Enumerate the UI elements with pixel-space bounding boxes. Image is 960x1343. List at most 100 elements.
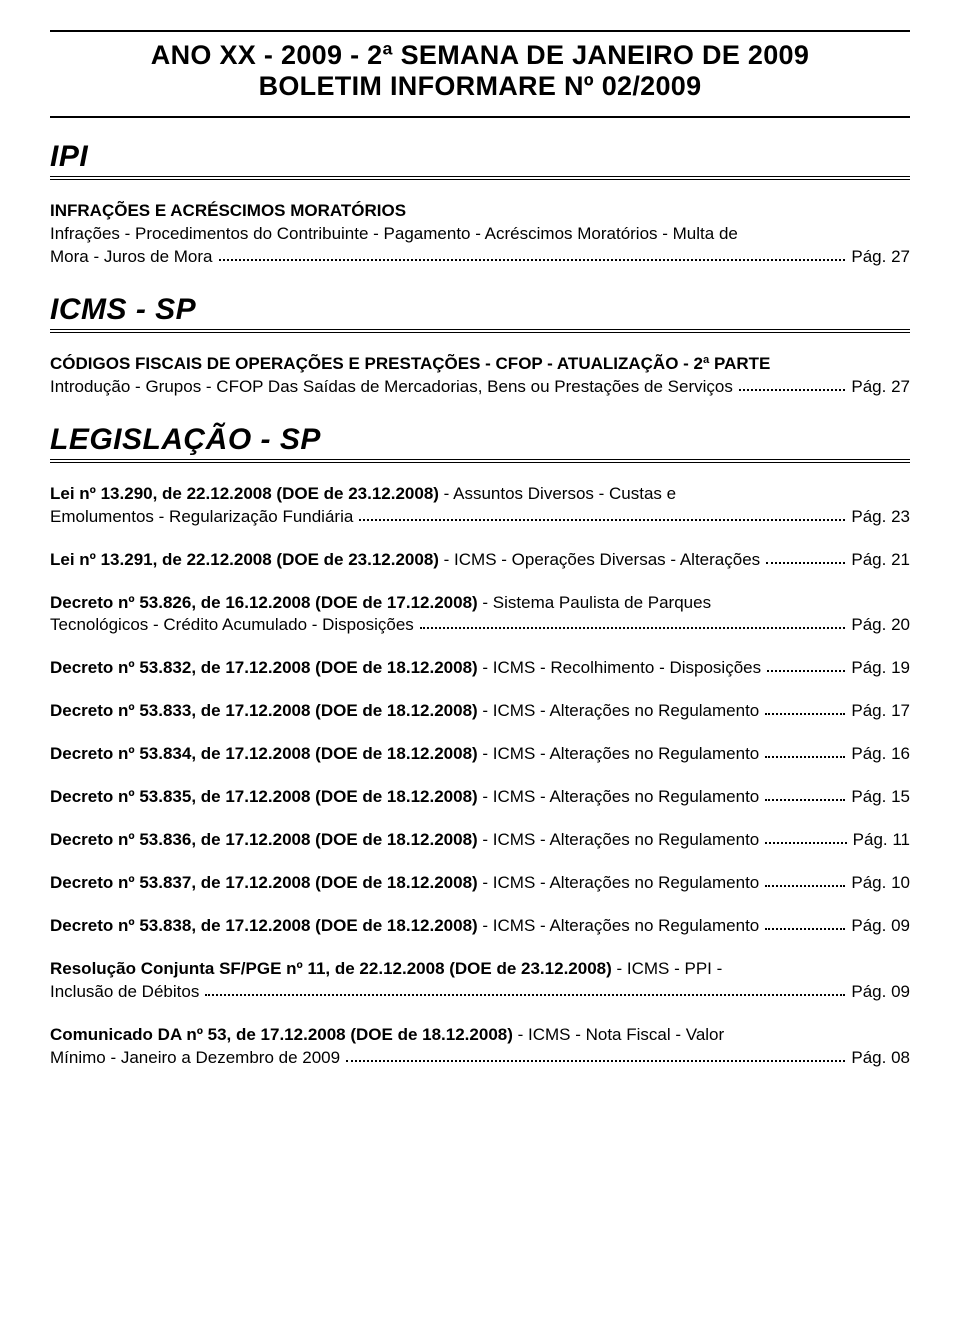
entry-title-bold: Lei nº 13.290, de 22.12.2008 (DOE de 23.…: [50, 484, 439, 503]
entry-last-row: Introdução - Grupos - CFOP Das Saídas de…: [50, 376, 910, 399]
entry-last-row: Lei nº 13.291, de 22.12.2008 (DOE de 23.…: [50, 549, 910, 572]
entry-last-row: Decreto nº 53.836, de 17.12.2008 (DOE de…: [50, 829, 910, 852]
entry-line: Comunicado DA nº 53, de 17.12.2008 (DOE …: [50, 1024, 910, 1047]
entry-title-bold: Decreto nº 53.833, de 17.12.2008 (DOE de…: [50, 701, 478, 720]
toc-entry: Decreto nº 53.832, de 17.12.2008 (DOE de…: [50, 657, 910, 680]
entry-line: Lei nº 13.290, de 22.12.2008 (DOE de 23.…: [50, 483, 910, 506]
entry-title-bold: Decreto nº 53.836, de 17.12.2008 (DOE de…: [50, 830, 478, 849]
entry-last-segment: - ICMS - Alterações no Regulamento: [478, 744, 760, 763]
entry-last-segment: - ICMS - Alterações no Regulamento: [478, 830, 760, 849]
leader-dots: [765, 756, 845, 758]
entry-last-row: Decreto nº 53.838, de 17.12.2008 (DOE de…: [50, 915, 910, 938]
page-number: Pág. 27: [851, 376, 910, 399]
entry-last-row: Decreto nº 53.835, de 17.12.2008 (DOE de…: [50, 786, 910, 809]
leader-dots: [739, 389, 846, 391]
leader-dots: [359, 519, 845, 521]
entry-last-row: Inclusão de Débitos Pág. 09: [50, 981, 910, 1004]
page-number: Pág. 10: [851, 872, 910, 895]
page-number: Pág. 09: [851, 981, 910, 1004]
header-line-1: ANO XX - 2009 - 2ª SEMANA DE JANEIRO DE …: [50, 40, 910, 71]
entry-title-bold: Decreto nº 53.837, de 17.12.2008 (DOE de…: [50, 873, 478, 892]
page-number: Pág. 15: [851, 786, 910, 809]
entry-heading: INFRAÇÕES E ACRÉSCIMOS MORATÓRIOS: [50, 200, 910, 223]
entry-last-text: Decreto nº 53.833, de 17.12.2008 (DOE de…: [50, 700, 759, 723]
entry-last-row: Mínimo - Janeiro a Dezembro de 2009 Pág. …: [50, 1047, 910, 1070]
entry-title-bold: Decreto nº 53.835, de 17.12.2008 (DOE de…: [50, 787, 478, 806]
toc-entry: Decreto nº 53.835, de 17.12.2008 (DOE de…: [50, 786, 910, 809]
entry-line: Resolução Conjunta SF/PGE nº 11, de 22.1…: [50, 958, 910, 981]
entry-title-bold: Decreto nº 53.832, de 17.12.2008 (DOE de…: [50, 658, 478, 677]
entry-description: Infrações - Procedimentos do Contribuint…: [50, 223, 910, 246]
entry-title-bold: Decreto nº 53.834, de 17.12.2008 (DOE de…: [50, 744, 478, 763]
entry-last-row: Tecnológicos - Crédito Acumulado - Dispo…: [50, 614, 910, 637]
entry-last-text: Tecnológicos - Crédito Acumulado - Dispo…: [50, 614, 414, 637]
leader-dots: [765, 928, 845, 930]
page-number: Pág. 19: [851, 657, 910, 680]
bulletin-header: ANO XX - 2009 - 2ª SEMANA DE JANEIRO DE …: [50, 30, 910, 118]
leader-dots: [765, 842, 846, 844]
toc-entry: Decreto nº 53.838, de 17.12.2008 (DOE de…: [50, 915, 910, 938]
entry-last-row: Emolumentos - Regularização Fundiária Pág…: [50, 506, 910, 529]
section-title: ICMS - SP: [50, 293, 910, 333]
entry-last-segment: - ICMS - Alterações no Regulamento: [478, 873, 760, 892]
toc-entry: CÓDIGOS FISCAIS DE OPERAÇÕES E PRESTAÇÕE…: [50, 353, 910, 399]
entry-last-row: Decreto nº 53.833, de 17.12.2008 (DOE de…: [50, 700, 910, 723]
entry-last-text: Mínimo - Janeiro a Dezembro de 2009: [50, 1047, 340, 1070]
entry-title-bold: Resolução Conjunta SF/PGE nº 11, de 22.1…: [50, 959, 612, 978]
entry-title-rest: - Sistema Paulista de Parques: [478, 593, 711, 612]
entry-last-text: Mora - Juros de Mora: [50, 246, 213, 269]
entry-last-text: Inclusão de Débitos: [50, 981, 199, 1004]
toc-entry: Lei nº 13.290, de 22.12.2008 (DOE de 23.…: [50, 483, 910, 529]
entry-last-row: Decreto nº 53.834, de 17.12.2008 (DOE de…: [50, 743, 910, 766]
page-number: Pág. 27: [851, 246, 910, 269]
page-number: Pág. 23: [851, 506, 910, 529]
toc-entry: Decreto nº 53.836, de 17.12.2008 (DOE de…: [50, 829, 910, 852]
leader-dots: [420, 627, 846, 629]
page-number: Pág. 20: [851, 614, 910, 637]
leader-dots: [205, 994, 845, 996]
entry-last-text: Decreto nº 53.836, de 17.12.2008 (DOE de…: [50, 829, 759, 852]
toc-entry: Decreto nº 53.837, de 17.12.2008 (DOE de…: [50, 872, 910, 895]
page-number: Pág. 09: [851, 915, 910, 938]
leader-dots: [765, 799, 845, 801]
entry-line: Decreto nº 53.826, de 16.12.2008 (DOE de…: [50, 592, 910, 615]
section-title: LEGISLAÇÃO - SP: [50, 423, 910, 463]
entry-last-segment: - ICMS - Alterações no Regulamento: [478, 701, 760, 720]
entry-last-segment: - ICMS - Alterações no Regulamento: [478, 916, 760, 935]
entry-title-rest: - ICMS - PPI -: [612, 959, 723, 978]
leader-dots: [765, 885, 845, 887]
leader-dots: [766, 562, 845, 564]
page-number: Pág. 16: [851, 743, 910, 766]
entry-last-segment: - ICMS - Alterações no Regulamento: [478, 787, 760, 806]
entry-title-rest: - Assuntos Diversos - Custas e: [439, 484, 676, 503]
entry-title-bold: Decreto nº 53.838, de 17.12.2008 (DOE de…: [50, 916, 478, 935]
entry-last-segment: - ICMS - Recolhimento - Disposições: [478, 658, 761, 677]
entry-last-segment: - ICMS - Operações Diversas - Alterações: [439, 550, 760, 569]
entry-last-text: Lei nº 13.291, de 22.12.2008 (DOE de 23.…: [50, 549, 760, 572]
entry-last-row: Decreto nº 53.837, de 17.12.2008 (DOE de…: [50, 872, 910, 895]
header-line-2: BOLETIM INFORMARE Nº 02/2009: [50, 71, 910, 102]
entry-last-text: Decreto nº 53.832, de 17.12.2008 (DOE de…: [50, 657, 761, 680]
entry-last-text: Decreto nº 53.838, de 17.12.2008 (DOE de…: [50, 915, 759, 938]
entry-last-text: Decreto nº 53.835, de 17.12.2008 (DOE de…: [50, 786, 759, 809]
section: ICMS - SP CÓDIGOS FISCAIS DE OPERAÇÕES E …: [50, 293, 910, 399]
page-number: Pág. 11: [853, 829, 910, 852]
entry-last-row: Decreto nº 53.832, de 17.12.2008 (DOE de…: [50, 657, 910, 680]
page-number: Pág. 08: [851, 1047, 910, 1070]
entry-last-text: Decreto nº 53.834, de 17.12.2008 (DOE de…: [50, 743, 759, 766]
entry-last-text: Decreto nº 53.837, de 17.12.2008 (DOE de…: [50, 872, 759, 895]
page-number: Pág. 17: [851, 700, 910, 723]
toc-entry: Comunicado DA nº 53, de 17.12.2008 (DOE …: [50, 1024, 910, 1070]
section-title: IPI: [50, 140, 910, 180]
leader-dots: [219, 259, 846, 261]
toc-entry: Decreto nº 53.833, de 17.12.2008 (DOE de…: [50, 700, 910, 723]
entry-heading: CÓDIGOS FISCAIS DE OPERAÇÕES E PRESTAÇÕE…: [50, 353, 910, 376]
toc-entry: Decreto nº 53.826, de 16.12.2008 (DOE de…: [50, 592, 910, 638]
toc-entry: Lei nº 13.291, de 22.12.2008 (DOE de 23.…: [50, 549, 910, 572]
entry-last-text: Emolumentos - Regularização Fundiária: [50, 506, 353, 529]
entry-title-bold: Lei nº 13.291, de 22.12.2008 (DOE de 23.…: [50, 550, 439, 569]
leader-dots: [765, 713, 845, 715]
leader-dots: [767, 670, 845, 672]
section: IPI INFRAÇÕES E ACRÉSCIMOS MORATÓRIOSInfr…: [50, 140, 910, 269]
entry-title-bold: Decreto nº 53.826, de 16.12.2008 (DOE de…: [50, 593, 478, 612]
